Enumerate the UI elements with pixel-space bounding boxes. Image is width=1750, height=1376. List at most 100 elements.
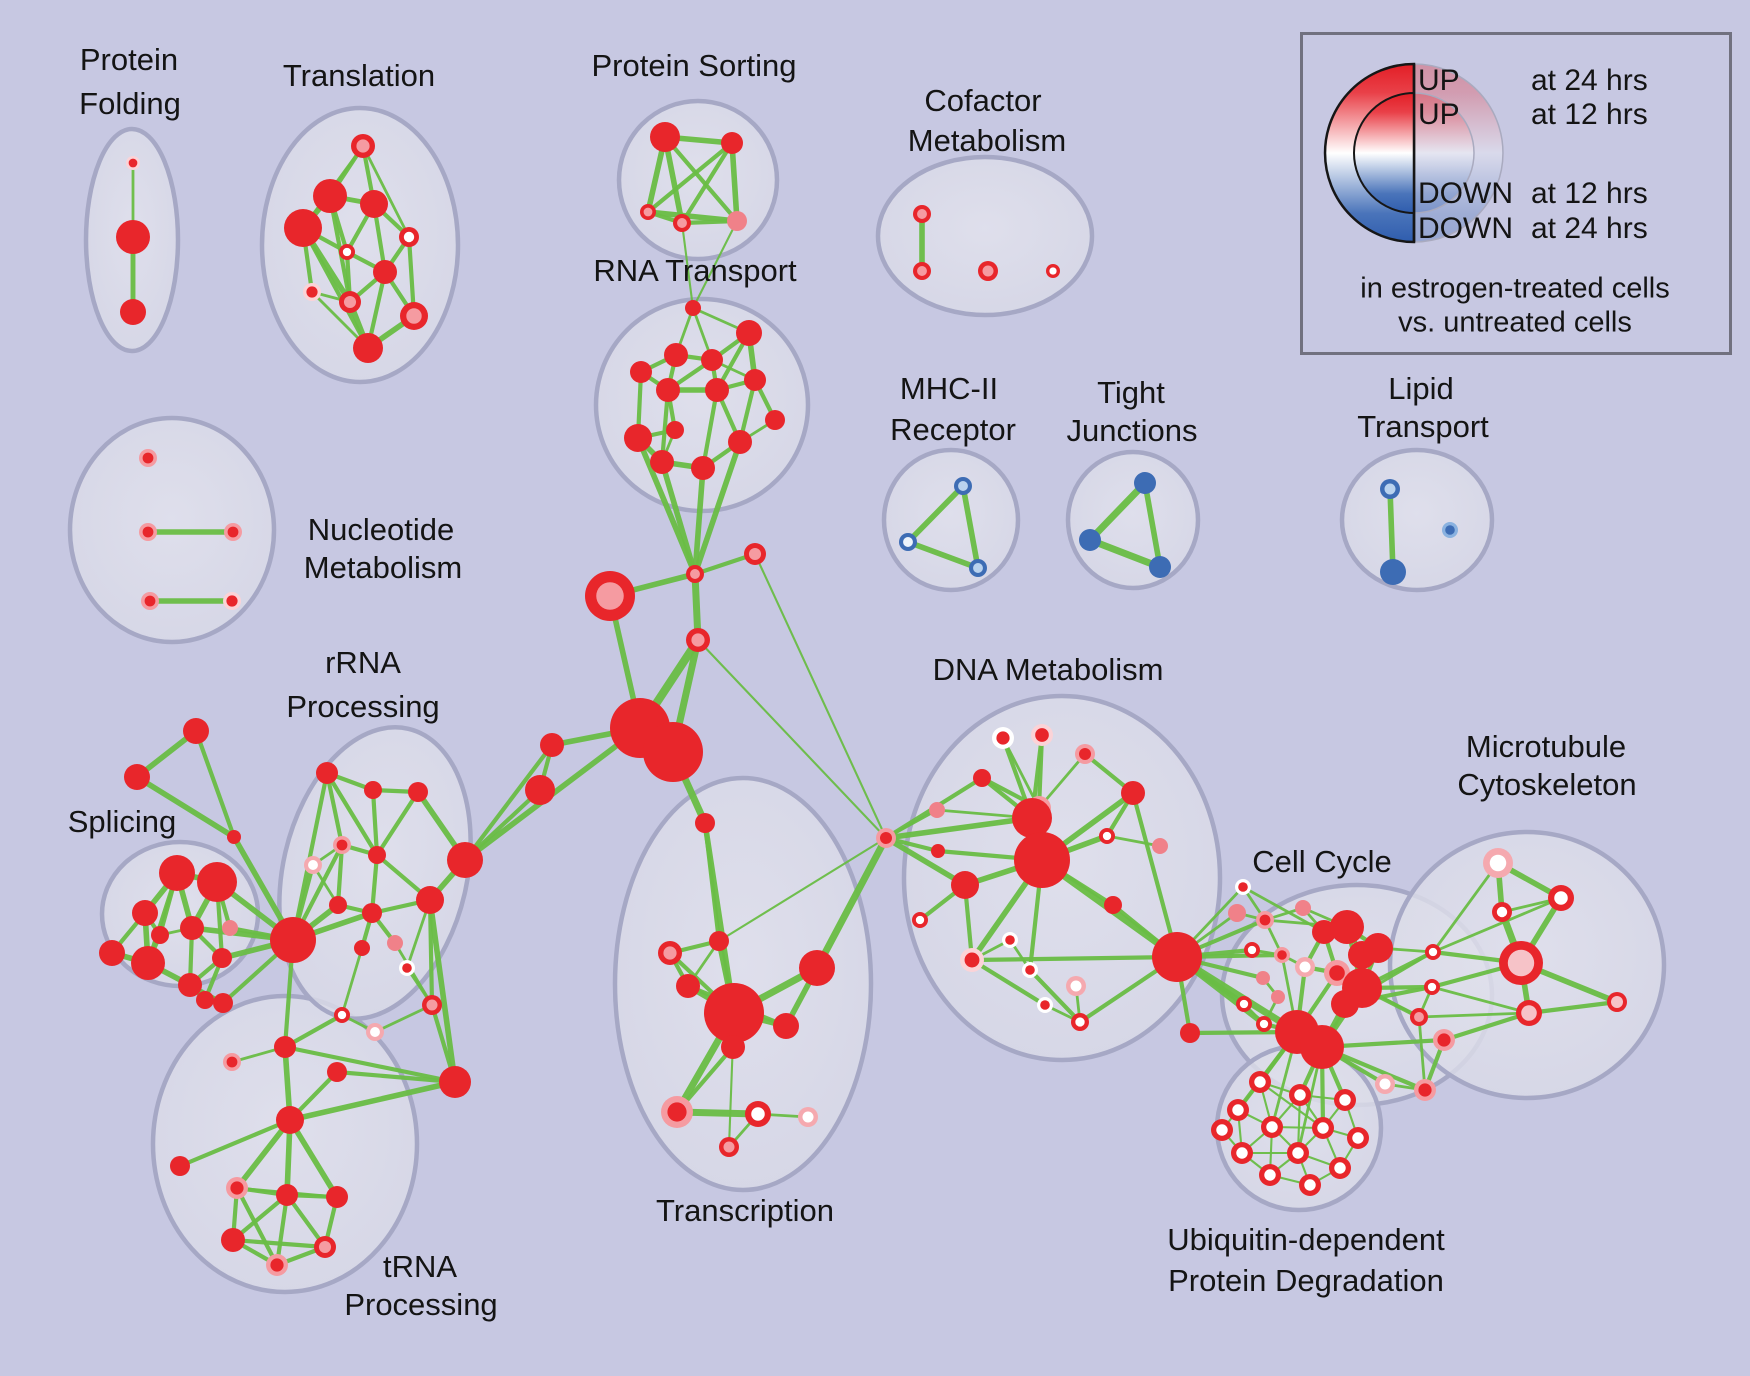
node-91[interactable]	[327, 1062, 347, 1082]
node-175[interactable]	[1261, 1116, 1283, 1138]
node-126[interactable]	[1099, 828, 1115, 844]
node-0[interactable]	[126, 156, 140, 170]
node-65[interactable]	[99, 940, 125, 966]
node-182[interactable]	[1299, 1174, 1321, 1196]
node-40[interactable]	[686, 628, 710, 652]
node-119[interactable]	[973, 769, 991, 787]
node-80[interactable]	[416, 886, 444, 914]
node-115[interactable]	[799, 950, 835, 986]
node-146[interactable]	[1363, 933, 1393, 963]
node-180[interactable]	[1329, 1157, 1351, 1179]
node-39[interactable]	[585, 571, 635, 621]
node-137[interactable]	[1152, 932, 1202, 982]
node-30[interactable]	[744, 369, 766, 391]
node-95[interactable]	[226, 1177, 248, 1199]
node-136[interactable]	[1104, 896, 1122, 914]
node-153[interactable]	[1271, 990, 1285, 1004]
node-69[interactable]	[151, 926, 169, 944]
node-110[interactable]	[661, 1096, 693, 1128]
node-36[interactable]	[728, 430, 752, 454]
node-124[interactable]	[1014, 832, 1070, 888]
node-134[interactable]	[1071, 1013, 1089, 1031]
node-143[interactable]	[1312, 920, 1336, 944]
node-73[interactable]	[364, 781, 382, 799]
node-96[interactable]	[276, 1184, 298, 1206]
node-52[interactable]	[1079, 529, 1101, 551]
node-16[interactable]	[640, 204, 656, 220]
node-57[interactable]	[183, 718, 209, 744]
node-7[interactable]	[399, 227, 419, 247]
node-113[interactable]	[719, 1137, 739, 1157]
node-169[interactable]	[1607, 992, 1627, 1012]
node-135[interactable]	[1066, 976, 1086, 996]
node-84[interactable]	[334, 1007, 350, 1023]
node-66[interactable]	[131, 946, 165, 980]
node-127[interactable]	[1152, 838, 1168, 854]
node-92[interactable]	[213, 993, 233, 1013]
node-165[interactable]	[1548, 885, 1574, 911]
node-13[interactable]	[353, 333, 383, 363]
node-171[interactable]	[1249, 1071, 1271, 1093]
node-123[interactable]	[1012, 798, 1052, 838]
node-14[interactable]	[650, 122, 680, 152]
node-5[interactable]	[360, 190, 388, 218]
node-131[interactable]	[1002, 932, 1018, 948]
node-138[interactable]	[1180, 1023, 1200, 1043]
node-144[interactable]	[1330, 910, 1364, 944]
node-12[interactable]	[400, 302, 428, 330]
node-121[interactable]	[1121, 781, 1145, 805]
node-102[interactable]	[525, 775, 555, 805]
node-177[interactable]	[1347, 1127, 1369, 1149]
node-4[interactable]	[313, 179, 347, 213]
node-38[interactable]	[744, 543, 766, 565]
node-62[interactable]	[132, 900, 158, 926]
node-25[interactable]	[664, 343, 688, 367]
node-70[interactable]	[196, 991, 214, 1009]
node-42[interactable]	[643, 722, 703, 782]
node-58[interactable]	[124, 764, 150, 790]
node-27[interactable]	[630, 361, 652, 383]
node-87[interactable]	[399, 960, 415, 976]
node-79[interactable]	[362, 903, 382, 923]
node-114[interactable]	[876, 828, 896, 848]
node-97[interactable]	[326, 1186, 348, 1208]
node-158[interactable]	[1331, 990, 1359, 1018]
node-19[interactable]	[913, 205, 931, 223]
node-78[interactable]	[329, 896, 347, 914]
node-157[interactable]	[1300, 1025, 1344, 1069]
node-130[interactable]	[960, 948, 984, 972]
node-178[interactable]	[1231, 1142, 1253, 1164]
node-1[interactable]	[116, 220, 150, 254]
node-43[interactable]	[139, 449, 157, 467]
node-45[interactable]	[224, 523, 242, 541]
node-155[interactable]	[1256, 1016, 1272, 1032]
node-89[interactable]	[274, 1036, 296, 1058]
node-112[interactable]	[798, 1107, 818, 1127]
node-159[interactable]	[1425, 944, 1441, 960]
node-108[interactable]	[773, 1013, 799, 1039]
node-103[interactable]	[695, 813, 715, 833]
node-21[interactable]	[978, 261, 998, 281]
node-163[interactable]	[1414, 1079, 1436, 1101]
node-125[interactable]	[931, 844, 945, 858]
node-120[interactable]	[929, 802, 945, 818]
node-6[interactable]	[284, 209, 322, 247]
node-82[interactable]	[387, 935, 403, 951]
node-117[interactable]	[1031, 724, 1053, 746]
node-33[interactable]	[624, 424, 652, 452]
node-168[interactable]	[1516, 1000, 1542, 1026]
node-35[interactable]	[691, 456, 715, 480]
node-46[interactable]	[141, 592, 159, 610]
node-152[interactable]	[1256, 971, 1270, 985]
node-9[interactable]	[373, 260, 397, 284]
node-183[interactable]	[1211, 1119, 1233, 1141]
node-34[interactable]	[650, 450, 674, 474]
node-107[interactable]	[704, 983, 764, 1043]
node-76[interactable]	[304, 856, 322, 874]
node-53[interactable]	[1149, 556, 1171, 578]
node-86[interactable]	[422, 995, 442, 1015]
node-170[interactable]	[1433, 1029, 1455, 1051]
node-47[interactable]	[223, 592, 241, 610]
node-50[interactable]	[969, 559, 987, 577]
node-109[interactable]	[721, 1035, 745, 1059]
